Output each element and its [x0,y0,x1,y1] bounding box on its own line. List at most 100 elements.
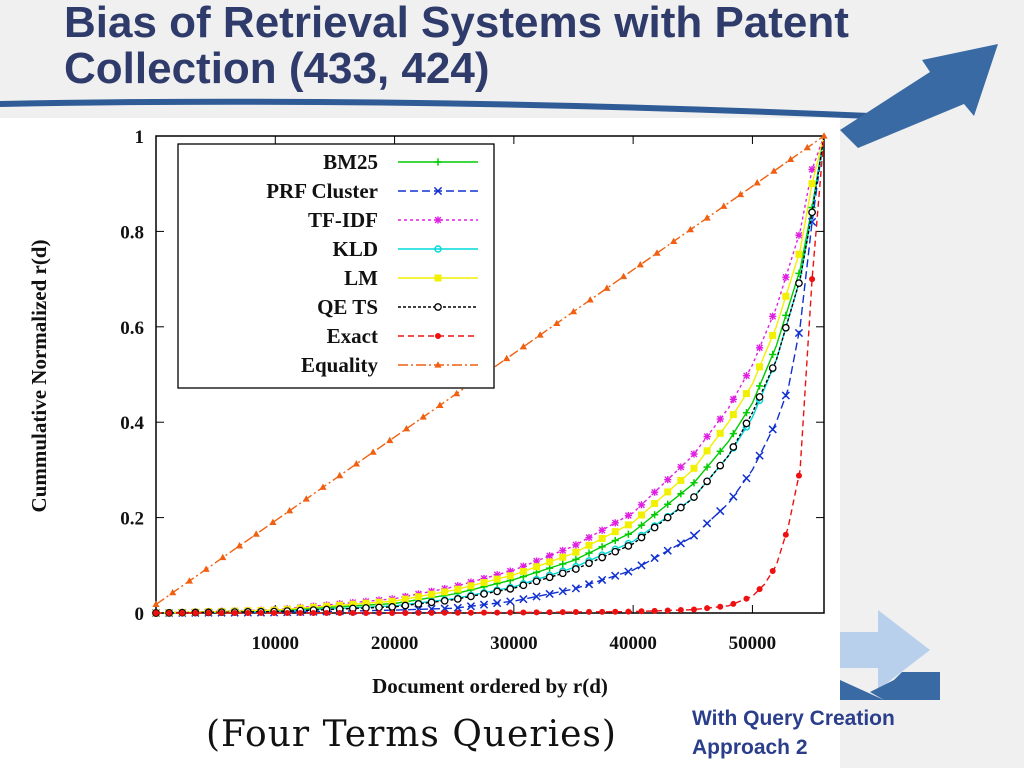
data-point [795,250,803,258]
data-point [598,543,606,551]
data-point [571,584,581,593]
series-layer [151,132,828,618]
data-point [585,541,593,549]
data-point [362,599,370,607]
data-point [376,610,383,616]
data-point [716,415,724,423]
title-underline-stroke [0,98,871,119]
x-tick-label: 20000 [371,633,419,654]
data-point [625,608,632,615]
data-point [388,597,396,605]
data-point [677,503,685,512]
data-point [559,609,566,616]
data-point [434,274,442,282]
legend-frame [177,143,495,389]
data-point [651,607,658,614]
data-point [585,559,593,568]
data-point [742,390,750,398]
data-point [506,597,515,606]
x-tick-label: 40000 [609,633,657,654]
y-tick-label: 0.6 [120,318,144,339]
data-point [434,216,442,224]
data-point [611,528,619,536]
data-point [611,547,620,556]
data-point [742,372,751,380]
data-point [572,555,580,563]
data-point [743,595,750,602]
data-point [349,610,356,616]
data-point [769,312,777,320]
data-point [729,411,737,419]
data-point [599,608,606,615]
data-point [454,609,461,616]
data-point [664,607,671,614]
data-point [729,443,738,451]
data-point [319,483,327,490]
data-point [585,549,593,557]
legend-label: LM [344,266,378,290]
data-point [546,609,553,616]
data-point [401,601,410,610]
data-point [545,573,554,582]
data-point [179,610,186,616]
arrow-right-icon [840,44,998,148]
data-point [809,276,816,283]
data-point [769,350,777,359]
data-point [435,333,441,339]
data-point [597,575,607,585]
data-point [742,409,751,417]
data-point [205,610,212,616]
data-point [620,272,628,280]
data-point [375,598,383,606]
data-point [598,534,606,542]
data-point [637,521,646,529]
data-point [434,303,442,311]
data-point [742,474,751,483]
data-point [252,530,260,537]
data-point [650,523,659,532]
data-point [624,521,632,529]
data-point [519,595,528,604]
data-point [572,565,580,573]
approach-note-line-2: Approach 2 [692,736,808,759]
data-point [703,477,711,486]
data-point [369,448,377,455]
data-point [440,604,449,613]
data-point [519,581,528,590]
data-point [729,430,737,438]
y-tick-label: 1 [135,127,145,148]
data-point [532,592,541,601]
data-point [611,536,619,545]
data-point [467,582,475,590]
data-point [441,588,449,596]
slide-title: Bias of Retrieval Systems with Patent Co… [64,0,849,93]
data-point [269,518,277,526]
data-point [689,531,699,540]
data-point [768,364,777,372]
data-point [336,610,343,616]
data-point [481,609,488,616]
arrow-right-icon [840,672,940,700]
y-tick-label: 0.8 [120,222,144,243]
data-point [388,603,397,611]
y-axis-label: Cummulative Normalized r(d) [27,240,51,513]
legend-label: TF-IDF [308,208,378,232]
data-point [546,564,554,572]
data-point [704,605,711,612]
data-point [386,436,394,444]
legend-item: Equality [301,353,478,377]
data-point [703,432,711,441]
y-tick-label: 0 [135,604,145,625]
data-point [494,609,501,616]
x-axis: 10000 20000 30000 40000 50000 [252,136,776,654]
data-point [559,560,567,568]
data-point [453,595,462,603]
data-point [603,284,611,291]
data-point [742,419,751,428]
y-tick-label: 0.2 [120,509,144,530]
legend-item: LM [344,266,478,290]
data-point [480,590,488,598]
data-point [755,382,764,390]
legend-item: PRF Cluster [266,179,478,203]
data-point [546,558,554,566]
